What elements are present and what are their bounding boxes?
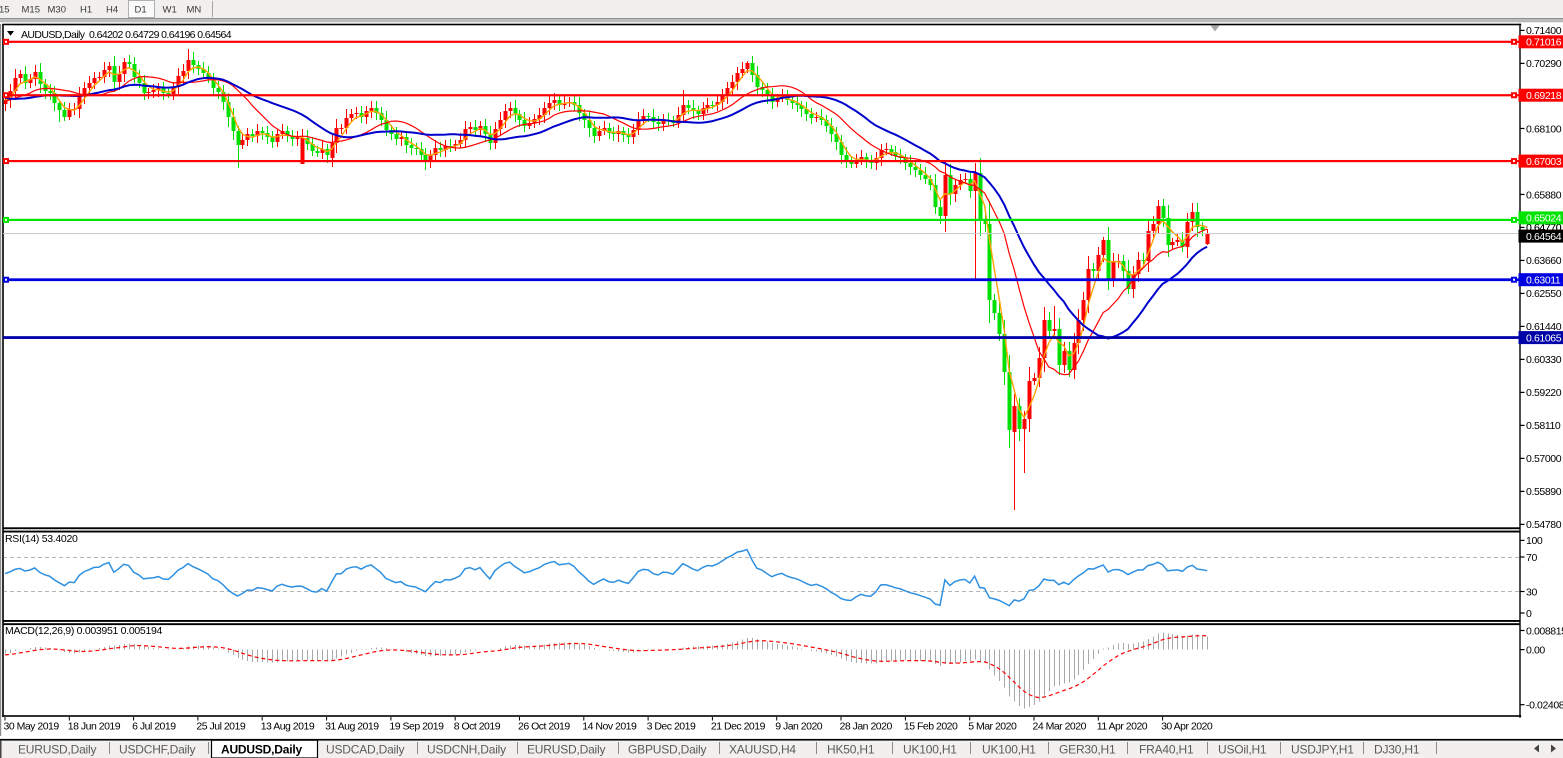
svg-text:UK100,H1: UK100,H1 [982, 743, 1036, 757]
svg-text:0.65880: 0.65880 [1526, 189, 1562, 201]
svg-text:31 Aug 2019: 31 Aug 2019 [325, 721, 379, 733]
svg-text:MN: MN [187, 5, 202, 16]
svg-text:0.58110: 0.58110 [1526, 420, 1561, 432]
svg-text:0.63011: 0.63011 [1526, 275, 1561, 287]
svg-text:0.61065: 0.61065 [1526, 332, 1562, 344]
svg-text:18 Jun 2019: 18 Jun 2019 [68, 721, 121, 733]
svg-text:AUDUSD,Daily 0.64202 0.64729: AUDUSD,Daily 0.64202 0.64729 0.64196 0.6… [21, 29, 232, 41]
svg-text:0.65024: 0.65024 [1526, 213, 1562, 225]
svg-text:0.61440: 0.61440 [1526, 321, 1562, 333]
svg-text:GER30,H1: GER30,H1 [1059, 743, 1116, 757]
svg-text:FRA40,H1: FRA40,H1 [1139, 743, 1194, 757]
svg-text:0.71016: 0.71016 [1526, 37, 1562, 49]
svg-text:USDCHF,Daily: USDCHF,Daily [119, 743, 195, 757]
svg-text:RSI(14) 53.4020: RSI(14) 53.4020 [5, 533, 78, 545]
svg-text:19 Sep 2019: 19 Sep 2019 [389, 721, 444, 733]
svg-text:5 Mar 2020: 5 Mar 2020 [968, 721, 1017, 733]
svg-text:26 Oct 2019: 26 Oct 2019 [518, 721, 570, 733]
svg-text:EURUSD,Daily: EURUSD,Daily [527, 743, 605, 757]
svg-text:XAUUSD,H4: XAUUSD,H4 [729, 743, 796, 757]
svg-text:USDJPY,H1: USDJPY,H1 [1291, 743, 1354, 757]
svg-text:H1: H1 [80, 5, 92, 16]
svg-text:USOil,H1: USOil,H1 [1218, 743, 1267, 757]
svg-text:8 Oct 2019: 8 Oct 2019 [454, 721, 501, 733]
svg-text:M30: M30 [48, 5, 66, 16]
svg-text:25 Jul 2019: 25 Jul 2019 [196, 721, 245, 733]
svg-text:30 May 2019: 30 May 2019 [4, 721, 60, 733]
svg-text:0: 0 [1526, 608, 1532, 620]
svg-text:DJ30,H1: DJ30,H1 [1374, 743, 1420, 757]
svg-text:H4: H4 [106, 5, 118, 16]
svg-text:14 Nov 2019: 14 Nov 2019 [582, 721, 637, 733]
svg-text:6 Jul 2019: 6 Jul 2019 [132, 721, 176, 733]
svg-text:0.008815: 0.008815 [1526, 625, 1563, 637]
svg-text:W1: W1 [163, 5, 177, 16]
svg-text:USDCAD,Daily: USDCAD,Daily [326, 743, 404, 757]
svg-text:24 Mar 2020: 24 Mar 2020 [1033, 721, 1087, 733]
svg-text:0.57000: 0.57000 [1526, 453, 1562, 465]
svg-text:15 Feb 2020: 15 Feb 2020 [904, 721, 958, 733]
svg-text:0.70290: 0.70290 [1526, 58, 1562, 70]
svg-text:0.00: 0.00 [1526, 644, 1545, 656]
svg-text:15: 15 [0, 5, 10, 16]
svg-text:70: 70 [1526, 552, 1537, 564]
svg-text:0.55890: 0.55890 [1526, 486, 1562, 498]
svg-text:AUDUSD,Daily: AUDUSD,Daily [221, 743, 302, 757]
svg-text:EURUSD,Daily: EURUSD,Daily [18, 743, 96, 757]
svg-text:0.60330: 0.60330 [1526, 354, 1562, 366]
svg-text:13 Aug 2019: 13 Aug 2019 [261, 721, 315, 733]
svg-text:30 Apr 2020: 30 Apr 2020 [1161, 721, 1213, 733]
svg-text:28 Jan 2020: 28 Jan 2020 [840, 721, 893, 733]
svg-text:0.64564: 0.64564 [1526, 231, 1562, 243]
svg-text:D1: D1 [135, 5, 147, 16]
svg-text:0.71400: 0.71400 [1526, 25, 1562, 37]
svg-text:-0.024082: -0.024082 [1526, 700, 1563, 712]
svg-text:HK50,H1: HK50,H1 [827, 743, 875, 757]
svg-text:USDCNH,Daily: USDCNH,Daily [427, 743, 506, 757]
svg-text:0.68100: 0.68100 [1526, 123, 1562, 135]
svg-text:0.67003: 0.67003 [1526, 156, 1562, 168]
svg-text:0.59220: 0.59220 [1526, 387, 1562, 399]
svg-text:MACD(12,26,9) 0.003951 0.00519: MACD(12,26,9) 0.003951 0.005194 [5, 625, 163, 637]
svg-text:0.54780: 0.54780 [1526, 519, 1562, 531]
svg-text:9 Jan 2020: 9 Jan 2020 [775, 721, 823, 733]
svg-text:GBPUSD,Daily: GBPUSD,Daily [628, 743, 706, 757]
svg-text:30: 30 [1526, 586, 1537, 598]
svg-text:M15: M15 [22, 5, 40, 16]
svg-text:21 Dec 2019: 21 Dec 2019 [711, 721, 766, 733]
svg-text:100: 100 [1526, 535, 1543, 547]
svg-text:3 Dec 2019: 3 Dec 2019 [647, 721, 696, 733]
svg-text:0.62550: 0.62550 [1526, 288, 1562, 300]
svg-text:0.69218: 0.69218 [1526, 90, 1562, 102]
svg-text:0.63660: 0.63660 [1526, 255, 1562, 267]
svg-text:11 Apr 2020: 11 Apr 2020 [1097, 721, 1148, 733]
svg-text:UK100,H1: UK100,H1 [903, 743, 957, 757]
